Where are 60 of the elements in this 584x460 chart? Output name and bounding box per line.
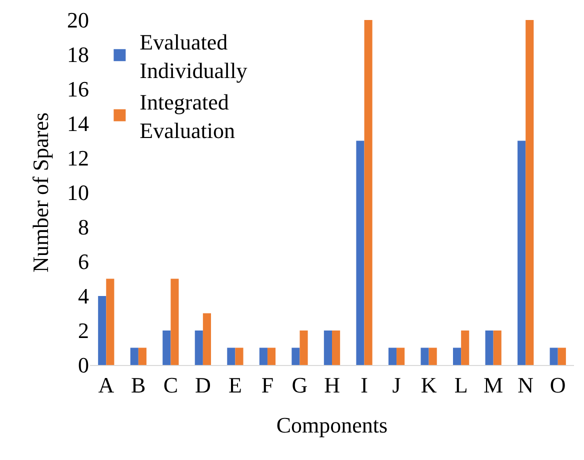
bar xyxy=(130,348,138,365)
bar xyxy=(259,348,268,365)
bar xyxy=(324,330,332,365)
legend-label: Evaluated Individually xyxy=(140,29,248,83)
x-tick-label: D xyxy=(194,372,211,398)
bar xyxy=(396,348,405,365)
bar xyxy=(202,313,211,365)
bar xyxy=(485,330,494,365)
y-tick-label: 20 xyxy=(67,8,89,33)
x-tick-label: N xyxy=(518,372,534,398)
x-tick-label: M xyxy=(484,372,504,398)
y-tick-label: 18 xyxy=(67,42,89,68)
y-tick-label: 0 xyxy=(78,352,89,378)
x-tick-label: F xyxy=(261,372,274,398)
bar xyxy=(267,348,276,365)
y-tick-label: 4 xyxy=(78,284,89,309)
x-tick-label: G xyxy=(292,372,308,398)
bar xyxy=(453,348,462,365)
bar xyxy=(420,348,429,365)
x-tick-label: I xyxy=(360,372,368,398)
bar xyxy=(332,330,340,365)
x-tick-label: A xyxy=(98,372,114,398)
x-tick-label: H xyxy=(324,372,340,398)
bar xyxy=(162,330,171,365)
y-tick-label: 6 xyxy=(78,249,89,274)
y-tick-label: 14 xyxy=(67,111,89,136)
x-tick-label: L xyxy=(454,372,468,398)
bar xyxy=(518,140,526,365)
bar xyxy=(194,330,203,365)
bar xyxy=(356,140,364,365)
y-tick-label: 16 xyxy=(67,76,89,102)
y-tick-label: 10 xyxy=(67,180,89,206)
bar xyxy=(526,20,534,365)
x-tick-label: E xyxy=(228,372,242,398)
bar xyxy=(98,296,106,365)
bar xyxy=(493,330,502,365)
x-tick-label: C xyxy=(163,372,178,398)
bar xyxy=(461,330,470,365)
bar xyxy=(364,20,372,365)
bar xyxy=(428,348,437,365)
x-tick-label: K xyxy=(420,372,437,398)
y-axis-title: Number of Spares xyxy=(28,112,53,273)
bar xyxy=(292,348,300,365)
x-axis-title: Components xyxy=(276,412,388,438)
bar xyxy=(558,348,566,365)
bar xyxy=(227,348,236,365)
x-tick-label: J xyxy=(392,372,402,398)
bar xyxy=(170,278,179,365)
x-tick-label: B xyxy=(131,372,146,398)
bar xyxy=(388,348,397,365)
y-tick-label: 12 xyxy=(67,146,89,171)
bar xyxy=(300,330,308,365)
y-tick-label: 2 xyxy=(78,318,89,344)
legend-label: Integrated Evaluation xyxy=(140,90,235,144)
bar xyxy=(550,348,558,365)
bar xyxy=(138,348,146,365)
bar xyxy=(235,348,244,365)
x-tick-label: O xyxy=(550,372,566,398)
y-tick-label: 8 xyxy=(78,214,89,240)
bar xyxy=(106,278,114,365)
